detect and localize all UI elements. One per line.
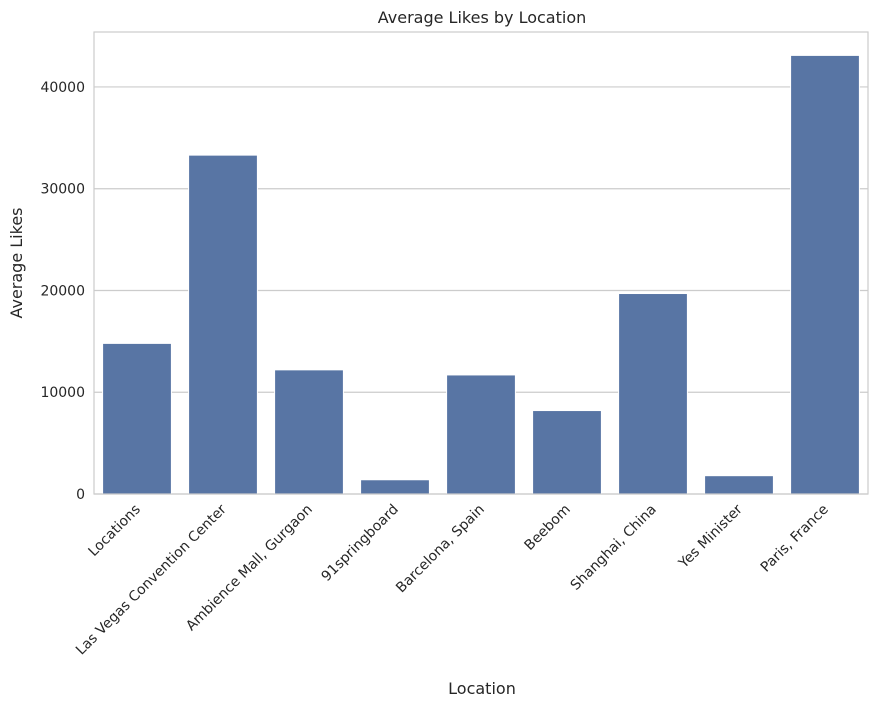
bar xyxy=(704,475,774,495)
y-tick-label: 30000 xyxy=(40,182,85,198)
bar xyxy=(790,54,860,495)
y-tick-label: 10000 xyxy=(40,385,85,401)
y-tick-label: 0 xyxy=(76,487,85,503)
x-tick-label: Barcelona, Spain xyxy=(393,502,488,597)
y-axis-label: Average Likes xyxy=(7,207,26,318)
bar xyxy=(446,374,516,495)
bar xyxy=(618,293,688,495)
y-tick-label: 20000 xyxy=(40,283,85,299)
x-axis-label: Location xyxy=(448,679,516,698)
x-tick-label: Las Vegas Convention Center xyxy=(73,501,230,658)
bar xyxy=(274,369,344,495)
bar xyxy=(532,410,602,495)
y-tick-labels: 0 10000 20000 30000 40000 xyxy=(40,80,85,503)
x-tick-label: Yes Minister xyxy=(675,501,746,572)
x-tick-label: 91springboard xyxy=(319,502,402,585)
x-tick-label: Beebom xyxy=(522,502,574,554)
x-tick-label: Paris, France xyxy=(758,502,832,576)
chart-title: Average Likes by Location xyxy=(378,8,587,27)
bar xyxy=(188,154,258,495)
x-tick-label: Locations xyxy=(85,502,143,560)
bars xyxy=(102,54,860,495)
y-tick-label: 40000 xyxy=(40,80,85,96)
bar xyxy=(360,479,430,495)
plot-frame xyxy=(93,31,869,495)
bar xyxy=(102,342,172,495)
x-tick-label: Shanghai, China xyxy=(568,502,660,594)
